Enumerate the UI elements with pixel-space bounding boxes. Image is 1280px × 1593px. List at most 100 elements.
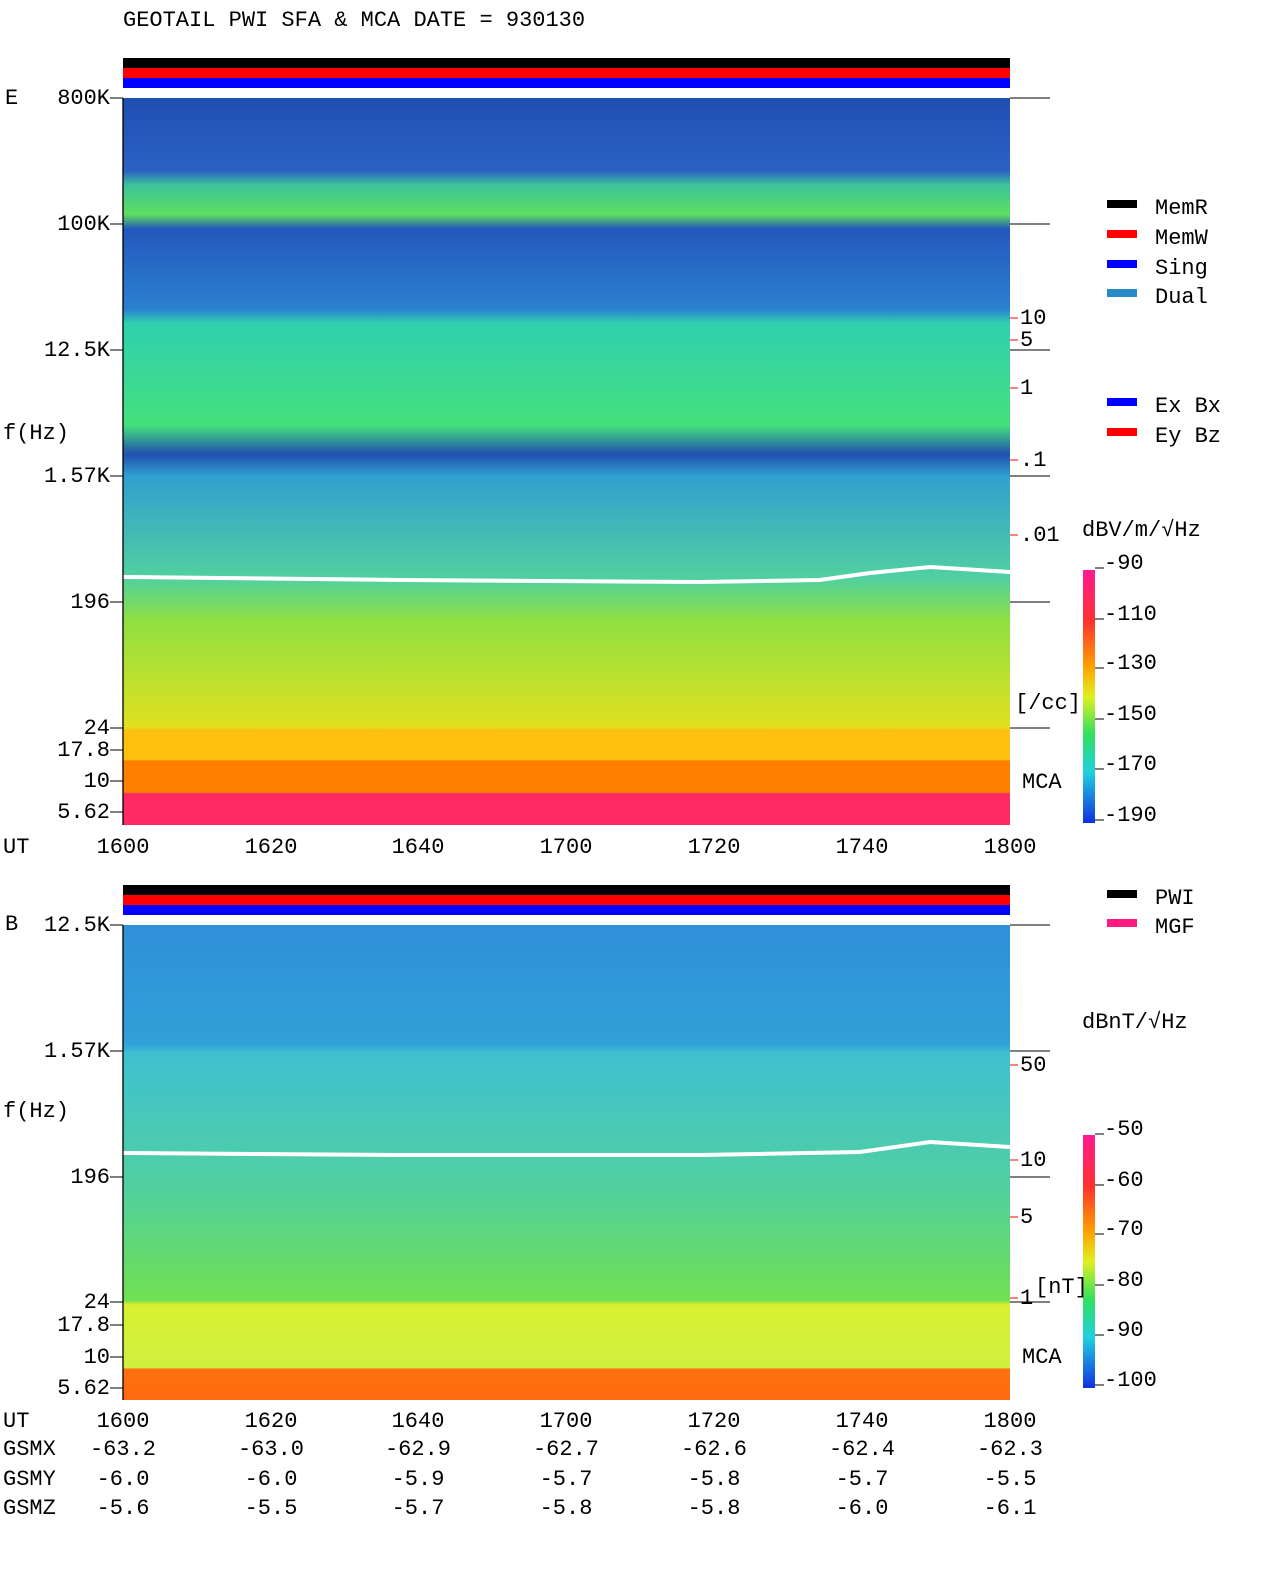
y-tick-label: 17.8 <box>57 738 110 763</box>
orbit-value: -5.8 <box>540 1496 593 1521</box>
colorbar-tick-label: -90 <box>1104 551 1144 576</box>
x-tick-label: 1700 <box>540 1409 593 1434</box>
y-tick-label: 10 <box>84 1345 110 1370</box>
orbit-value: -6.1 <box>984 1496 1037 1521</box>
density-tick-label: 10 <box>1020 306 1046 331</box>
y-axis-label: f(Hz) <box>3 1099 69 1124</box>
y-tick-label: 800K <box>57 86 111 111</box>
colorbar-tick-label: -130 <box>1104 651 1157 676</box>
legend-swatch <box>1107 890 1137 898</box>
x-tick-label: 1800 <box>984 1409 1037 1434</box>
mode-bar <box>123 78 1010 88</box>
colorbar-unit: dBnT/√Hz <box>1082 1010 1188 1035</box>
field-tick-label: 10 <box>1020 1148 1046 1173</box>
y-tick-label: 24 <box>84 716 110 741</box>
orbit-value: -5.5 <box>984 1467 1037 1492</box>
mca-label: MCA <box>1022 770 1062 795</box>
x-tick-label: 1720 <box>688 835 741 860</box>
legend-label: MGF <box>1155 915 1195 940</box>
y-tick-label: 5.62 <box>57 800 110 825</box>
orbit-value: -5.7 <box>836 1467 889 1492</box>
colorbar-tick-label: -100 <box>1104 1368 1157 1393</box>
plasma-line <box>122 1139 1011 1157</box>
density-unit: [/cc] <box>1015 691 1081 716</box>
orbit-label: GSMY <box>3 1467 56 1492</box>
x-axis-label: UT <box>3 1409 29 1434</box>
spectrogram-e <box>123 98 1010 825</box>
x-tick-label: 1720 <box>688 1409 741 1434</box>
legend-swatch <box>1107 260 1137 268</box>
y-tick-label: 1.57K <box>44 464 111 489</box>
legend-swatch <box>1107 230 1137 238</box>
plasma-line <box>122 564 1011 585</box>
colorbar-tick-label: -60 <box>1104 1168 1144 1193</box>
field-unit: [nT] <box>1035 1275 1088 1300</box>
y-tick-label: 196 <box>70 1165 110 1190</box>
orbit-value: -6.0 <box>245 1467 298 1492</box>
legend-label: Sing <box>1155 256 1208 281</box>
y-tick-label: 1.57K <box>44 1039 111 1064</box>
density-tick-label: 1 <box>1020 376 1033 401</box>
mode-bar <box>123 68 1010 78</box>
legend-swatch <box>1107 398 1137 406</box>
y-tick-label: 100K <box>57 212 111 237</box>
density-tick-label: .1 <box>1020 448 1046 473</box>
colorbar-tick-label: -170 <box>1104 752 1157 777</box>
y-tick-label: 10 <box>84 769 110 794</box>
legend-label: MemW <box>1155 226 1209 251</box>
orbit-value: -62.7 <box>533 1437 599 1462</box>
x-tick-label: 1640 <box>392 835 445 860</box>
y-tick-label: 24 <box>84 1290 110 1315</box>
orbit-value: -62.3 <box>977 1437 1043 1462</box>
orbit-label: GSMX <box>3 1437 56 1462</box>
x-axis-label: UT <box>3 835 29 860</box>
orbit-label: GSMZ <box>3 1496 56 1521</box>
orbit-value: -5.8 <box>688 1467 741 1492</box>
mode-bar <box>123 58 1010 68</box>
y-tick-label: 17.8 <box>57 1313 110 1338</box>
orbit-value: -5.9 <box>392 1467 445 1492</box>
spectrogram-b <box>123 925 1010 1400</box>
legend-label: Ex Bx <box>1155 394 1221 419</box>
orbit-value: -63.2 <box>90 1437 156 1462</box>
orbit-value: -5.7 <box>392 1496 445 1521</box>
legend-label: Dual <box>1155 285 1208 310</box>
mode-bar <box>123 885 1010 895</box>
mode-bar <box>123 895 1010 905</box>
y-tick-label: 12.5K <box>44 913 111 938</box>
x-tick-label: 1740 <box>836 1409 889 1434</box>
y-tick-label: 5.62 <box>57 1376 110 1401</box>
field-tick-label: 5 <box>1020 1205 1033 1230</box>
x-tick-label: 1640 <box>392 1409 445 1434</box>
orbit-value: -5.7 <box>540 1467 593 1492</box>
orbit-value: -63.0 <box>238 1437 304 1462</box>
field-tick-label: 50 <box>1020 1053 1046 1078</box>
orbit-value: -62.4 <box>829 1437 895 1462</box>
x-tick-label: 1600 <box>97 1409 150 1434</box>
colorbar-tick-label: -80 <box>1104 1268 1144 1293</box>
x-tick-label: 1600 <box>97 835 150 860</box>
colorbar-tick-label: -190 <box>1104 803 1157 828</box>
colorbar-tick-label: -110 <box>1104 602 1157 627</box>
x-tick-label: 1700 <box>540 835 593 860</box>
orbit-value: -62.6 <box>681 1437 747 1462</box>
legend-label: MemR <box>1155 196 1208 221</box>
field-tick-label: 1 <box>1020 1286 1033 1311</box>
legend-swatch <box>1107 919 1137 927</box>
colorbar-tick-label: -50 <box>1104 1117 1144 1142</box>
colorbar <box>1083 570 1095 823</box>
panel-label: E <box>5 86 18 111</box>
x-tick-label: 1800 <box>984 835 1037 860</box>
orbit-value: -6.0 <box>97 1467 150 1492</box>
x-tick-label: 1620 <box>245 1409 298 1434</box>
y-axis-label: f(Hz) <box>3 421 69 446</box>
y-tick-label: 196 <box>70 590 110 615</box>
orbit-value: -5.6 <box>97 1496 150 1521</box>
panel-label: B <box>5 912 18 937</box>
x-tick-label: 1740 <box>836 835 889 860</box>
colorbar <box>1083 1135 1095 1388</box>
orbit-value: -6.0 <box>836 1496 889 1521</box>
title: GEOTAIL PWI SFA & MCA DATE = 930130 <box>123 8 585 33</box>
y-tick-label: 12.5K <box>44 338 111 363</box>
